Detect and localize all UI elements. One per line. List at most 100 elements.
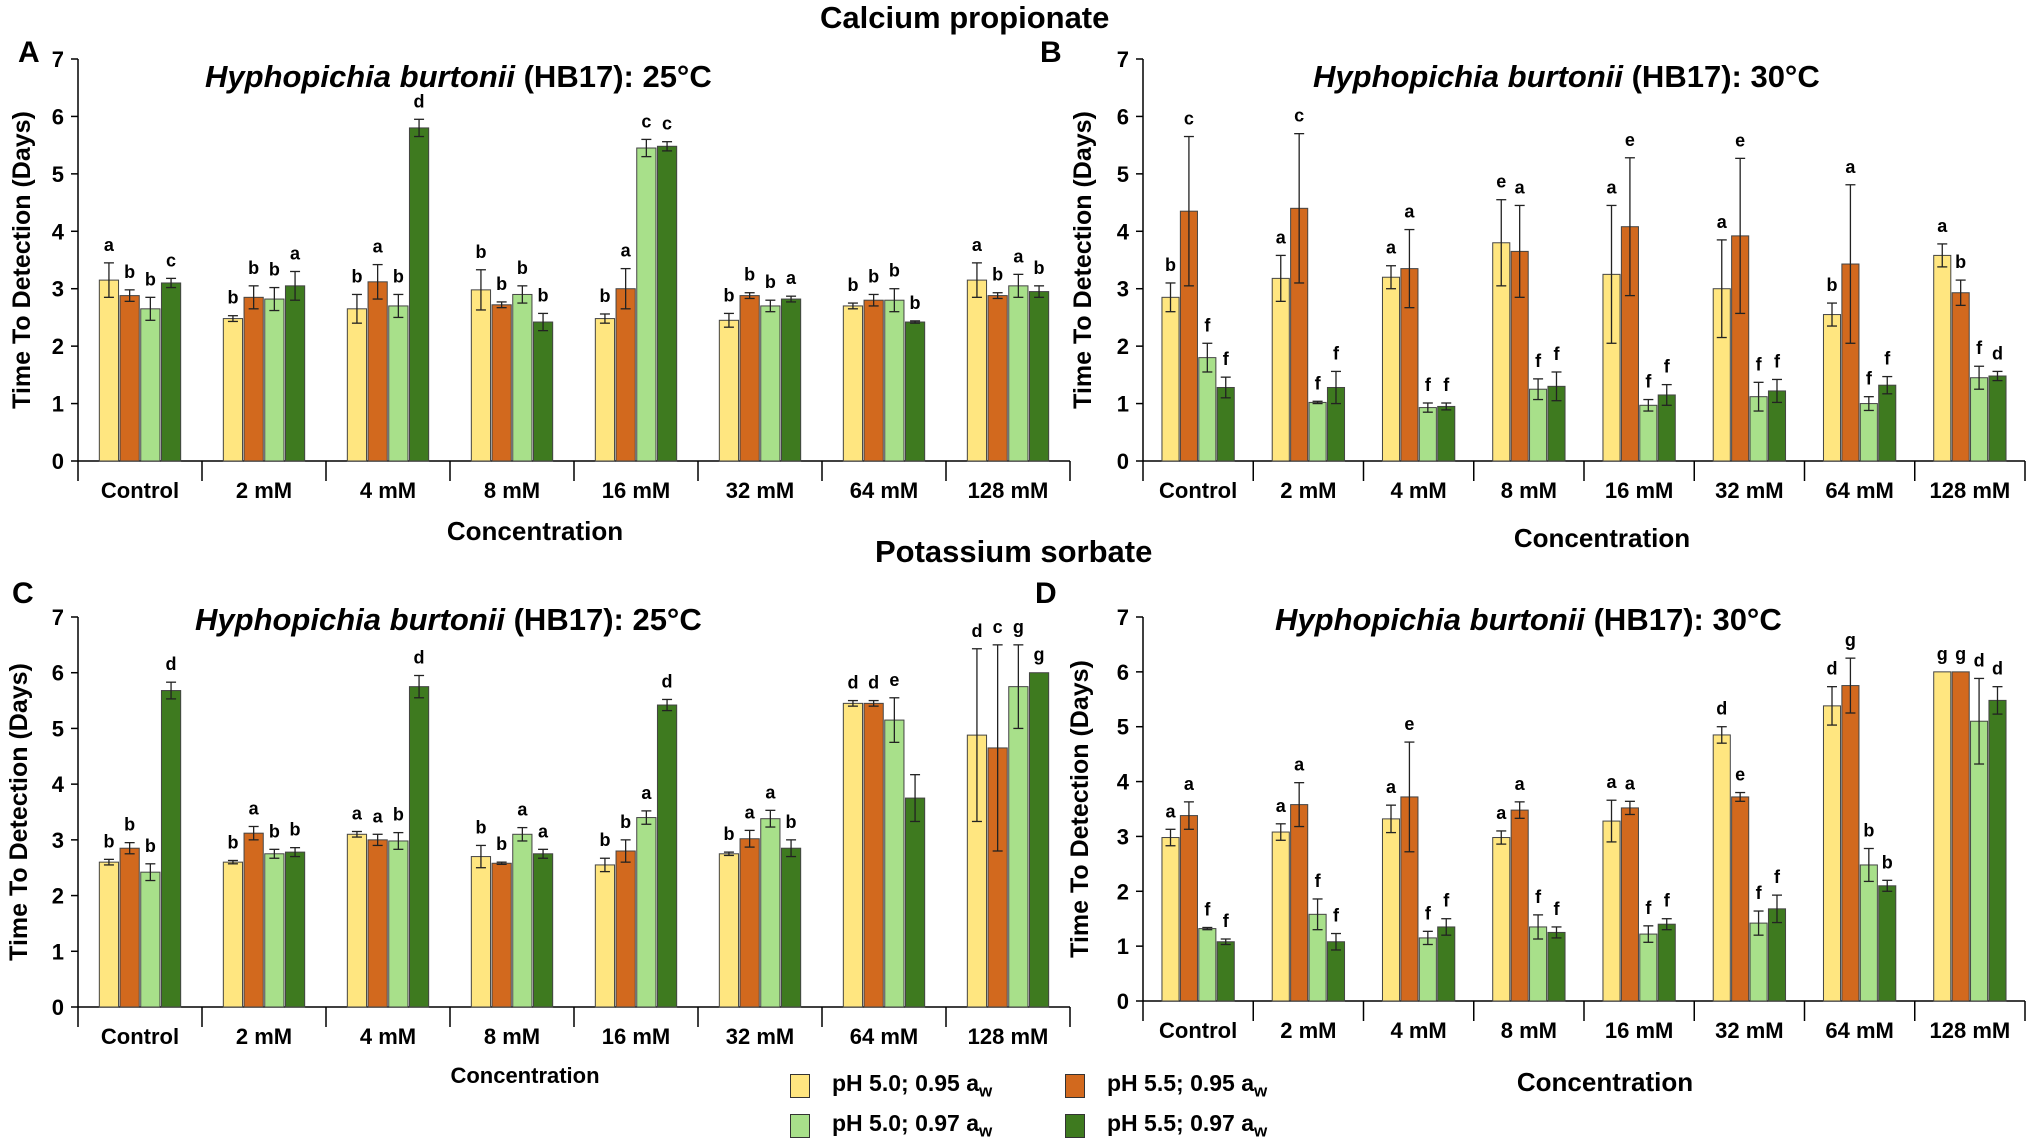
panel-c-bar-1-2 bbox=[264, 853, 285, 1008]
panel-d-ytick-label-7: 7 bbox=[1117, 605, 1129, 630]
panel-d-sig-letter-5-0: d bbox=[1716, 699, 1727, 719]
panel-a-bar-6-3 bbox=[904, 321, 926, 462]
panel-c-sig-letter-3-1: b bbox=[496, 834, 507, 854]
panel-d-sig-letter-7-3: d bbox=[1992, 659, 2003, 679]
panel-a-sig-letter-7-0: a bbox=[972, 235, 983, 255]
panel-d-ytick-label-0: 0 bbox=[1117, 989, 1129, 1014]
panel-a-bar-6-1 bbox=[863, 299, 884, 462]
panel-a-title: Hyphopichia burtonii (HB17): 25°C bbox=[205, 59, 712, 94]
panel-b-bar-1-2 bbox=[1308, 401, 1327, 462]
panel-c-sig-letter-2-2: b bbox=[393, 805, 404, 825]
panel-a-bar-2-3 bbox=[408, 127, 430, 462]
panel-a-sig-letter-1-1: b bbox=[248, 258, 259, 278]
panel-a-bar-4-3 bbox=[656, 145, 678, 462]
section-title-calcium-propionate: Calcium propionate bbox=[820, 0, 1110, 35]
legend-swatch-ph50-095 bbox=[790, 1073, 810, 1098]
panel-d-xtick-label-6: 64 mM bbox=[1825, 1018, 1893, 1043]
panel-d-sig-letter-0-3: f bbox=[1223, 911, 1230, 931]
panel-d-sig-letter-7-2: d bbox=[1974, 650, 1985, 670]
panel-d-bar-1-3 bbox=[1326, 941, 1346, 1002]
panel-d-bar-3-1 bbox=[1510, 809, 1529, 1002]
panel-a-xtick-label-6: 64 mM bbox=[850, 478, 918, 503]
panel-c-sig-letter-1-2: b bbox=[269, 821, 280, 841]
panel-a-bar-4-2 bbox=[636, 147, 657, 462]
panel-c-sig-letter-1-1: a bbox=[249, 798, 260, 818]
panel-b-sig-letter-6-0: b bbox=[1827, 275, 1838, 295]
panel-d-xlabel: Concentration bbox=[1517, 1067, 1693, 1097]
panel-a-bar-7-1 bbox=[987, 295, 1008, 462]
panel-c-xlabel: Concentration bbox=[450, 1063, 599, 1088]
panel-c-bar-4-3 bbox=[656, 704, 678, 1008]
panel-b-sig-letter-6-3: f bbox=[1884, 349, 1891, 369]
panel-a-bar-1-2 bbox=[264, 298, 285, 462]
panel-b-sig-letter-2-0: a bbox=[1386, 238, 1397, 258]
panel-a-sig-letter-4-2: c bbox=[641, 111, 651, 131]
panel-d-sig-letter-6-2: b bbox=[1863, 820, 1874, 840]
panel-c-bar-7-2 bbox=[1008, 686, 1029, 1008]
panel-c-sig-letter-6-0: d bbox=[847, 673, 858, 693]
panel-a-title-species: Hyphopichia burtonii bbox=[205, 59, 516, 94]
panel-c-bar-0-0 bbox=[98, 861, 120, 1008]
panel-d-sig-letter-6-1: g bbox=[1845, 630, 1856, 650]
panel-b-xtick-label-7: 128 mM bbox=[1930, 478, 2011, 503]
panel-c-bar-1-3 bbox=[284, 851, 306, 1008]
panel-c-bar-2-1 bbox=[367, 839, 388, 1008]
panel-a-sig-letter-6-2: b bbox=[889, 261, 900, 281]
panel-b-xtick-label-3: 8 mM bbox=[1501, 478, 1557, 503]
panel-b-bar-2-0 bbox=[1381, 276, 1401, 462]
panel-c-sig-letter-2-3: d bbox=[414, 648, 425, 668]
panel-b-sig-letter-1-0: a bbox=[1276, 227, 1287, 247]
panel-a-title-rest: (HB17): 25°C bbox=[515, 59, 712, 94]
panel-c-title-rest: (HB17): 25°C bbox=[505, 602, 702, 637]
panel-d-sig-letter-6-0: d bbox=[1827, 659, 1838, 679]
panel-c-bar-3-2 bbox=[512, 833, 533, 1008]
panel-a-bar-5-2 bbox=[760, 305, 781, 462]
panel-d-sig-letter-2-3: f bbox=[1443, 891, 1450, 911]
panel-d-xtick-label-2: 4 mM bbox=[1391, 1018, 1447, 1043]
panel-a-bar-5-1 bbox=[739, 295, 760, 462]
panel-b-sig-letter-7-1: b bbox=[1955, 252, 1966, 272]
panel-d-title: Hyphopichia burtonii (HB17): 30°C bbox=[1275, 602, 1782, 637]
panel-d-sig-letter-0-2: f bbox=[1204, 899, 1211, 919]
panel-d-bar-0-1 bbox=[1179, 815, 1198, 1002]
panel-d-sig-letter-4-1: a bbox=[1625, 773, 1636, 793]
panel-a-bar-3-1 bbox=[491, 304, 512, 462]
panel-b-sig-letter-0-2: f bbox=[1204, 315, 1211, 335]
panel-b-sig-letter-6-1: a bbox=[1845, 157, 1856, 177]
panel-c-bar-1-0 bbox=[222, 861, 244, 1008]
panel-a-bar-6-2 bbox=[884, 299, 905, 462]
panel-b-bar-7-0 bbox=[1933, 254, 1952, 462]
panel-a-sig-letter-3-2: b bbox=[517, 258, 528, 278]
panel-b-bar-6-3 bbox=[1878, 384, 1897, 462]
panel-b-sig-letter-5-0: a bbox=[1717, 212, 1728, 232]
panel-d-xtick-label-5: 32 mM bbox=[1715, 1018, 1783, 1043]
panel-a-xtick-label-0: Control bbox=[101, 478, 179, 503]
legend-item-ph55-095: pH 5.5; 0.95 aw bbox=[1065, 1070, 1267, 1102]
panel-c-sig-letter-7-1: c bbox=[993, 617, 1003, 637]
legend-label-ph50-095: pH 5.0; 0.95 aw bbox=[832, 1070, 993, 1101]
panel-a-sig-letter-4-0: b bbox=[599, 286, 610, 306]
panel-d-bar-7-3 bbox=[1988, 699, 2007, 1002]
panel-b-sig-letter-2-2: f bbox=[1425, 375, 1432, 395]
panel-c-ylabel: Time To Detection (Days) bbox=[5, 663, 33, 961]
panel-b-sig-letter-7-0: a bbox=[1937, 216, 1948, 236]
panel-d-xtick-label-4: 16 mM bbox=[1605, 1018, 1673, 1043]
panel-a-sig-letter-6-3: b bbox=[910, 293, 921, 313]
panel-d-bar-3-3 bbox=[1547, 931, 1566, 1002]
panel-b-xtick-label-6: 64 mM bbox=[1825, 478, 1893, 503]
panel-d-xtick-label-1: 2 mM bbox=[1280, 1018, 1336, 1043]
panel-d-xtick-label-7: 128 mM bbox=[1930, 1018, 2011, 1043]
panel-c-sig-letter-5-1: a bbox=[745, 802, 756, 822]
panel-d-sig-letter-3-1: a bbox=[1515, 774, 1526, 794]
panel-b-bar-1-0 bbox=[1271, 277, 1290, 462]
panel-a-ytick-label-3: 3 bbox=[52, 277, 64, 302]
panel-d-bar-0-0 bbox=[1161, 837, 1180, 1002]
panel-b-bar-0-3 bbox=[1216, 386, 1235, 462]
panel-b-sig-letter-0-0: b bbox=[1165, 255, 1176, 275]
panel-a-sig-letter-5-1: b bbox=[744, 265, 755, 285]
panel-b-title-species: Hyphopichia burtonii bbox=[1313, 59, 1624, 94]
panel-d-sig-letter-4-2: f bbox=[1645, 898, 1652, 918]
panel-a-bar-0-3 bbox=[160, 282, 182, 462]
panel-c-sig-letter-3-3: a bbox=[538, 821, 549, 841]
panel-a-sig-letter-5-2: b bbox=[765, 272, 776, 292]
